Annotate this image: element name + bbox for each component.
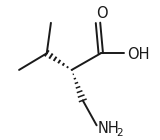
- Text: OH: OH: [127, 47, 150, 62]
- Text: O: O: [96, 6, 107, 21]
- Text: 2: 2: [117, 128, 123, 138]
- Text: NH: NH: [98, 121, 120, 136]
